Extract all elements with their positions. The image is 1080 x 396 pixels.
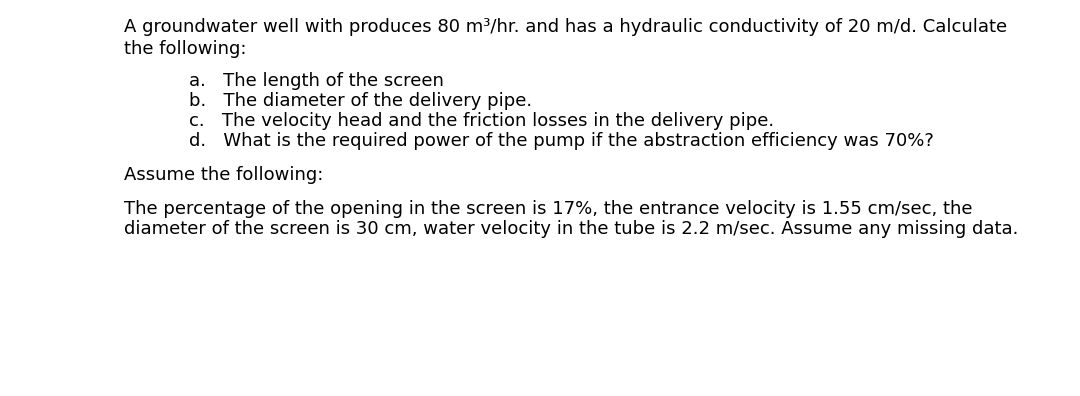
Text: Assume the following:: Assume the following: bbox=[124, 166, 324, 184]
Text: The percentage of the opening in the screen is 17%, the entrance velocity is 1.5: The percentage of the opening in the scr… bbox=[124, 200, 973, 218]
Text: b.   The diameter of the delivery pipe.: b. The diameter of the delivery pipe. bbox=[189, 92, 532, 110]
Text: the following:: the following: bbox=[124, 40, 246, 58]
Text: d.   What is the required power of the pump if the abstraction efficiency was 70: d. What is the required power of the pum… bbox=[189, 132, 934, 150]
Text: diameter of the screen is 30 cm, water velocity in the tube is 2.2 m/sec. Assume: diameter of the screen is 30 cm, water v… bbox=[124, 220, 1018, 238]
Text: a.   The length of the screen: a. The length of the screen bbox=[189, 72, 444, 90]
Text: c.   The velocity head and the friction losses in the delivery pipe.: c. The velocity head and the friction lo… bbox=[189, 112, 774, 130]
Text: A groundwater well with produces 80 m³/hr. and has a hydraulic conductivity of 2: A groundwater well with produces 80 m³/h… bbox=[124, 18, 1008, 36]
